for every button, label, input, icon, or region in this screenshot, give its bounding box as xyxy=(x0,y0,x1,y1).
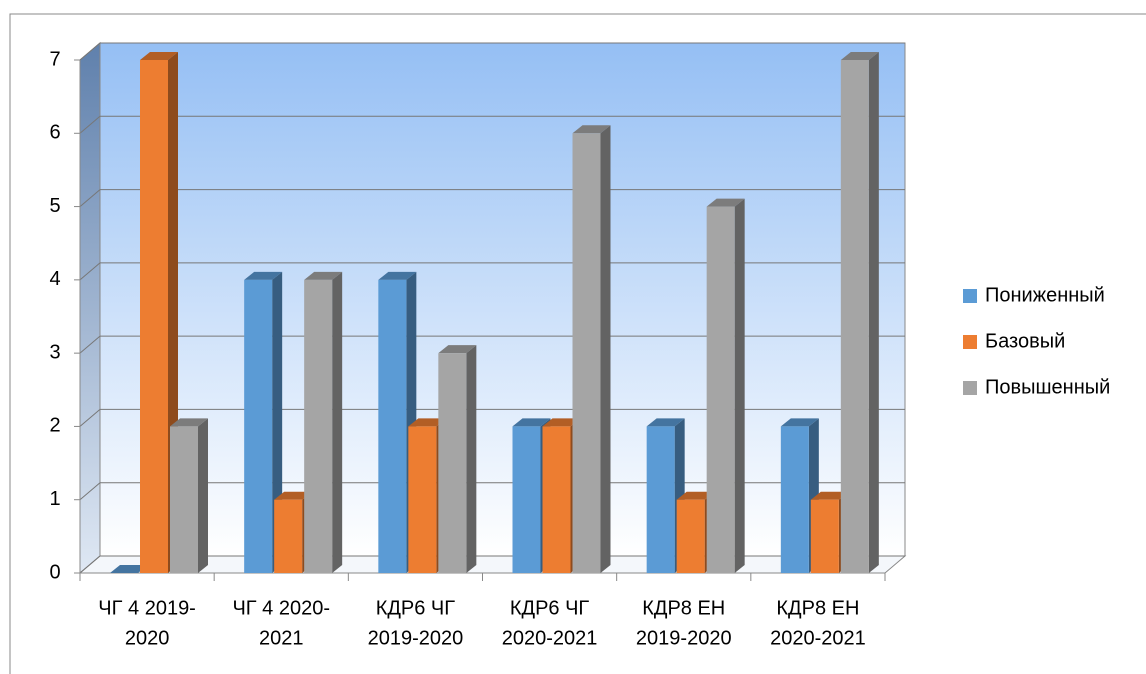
y-tick-label: 2 xyxy=(49,415,60,437)
y-tick-label: 5 xyxy=(49,195,60,217)
bar-top xyxy=(572,125,611,134)
y-tick-label: 6 xyxy=(49,122,60,144)
bar xyxy=(408,426,437,573)
x-tick-label: 2019-2020 xyxy=(636,627,732,649)
bar-top xyxy=(840,52,879,60)
grid-line xyxy=(79,409,101,427)
x-tick-label: ЧГ 4 2019- xyxy=(98,597,196,619)
x-tick-label: 2020-2021 xyxy=(502,627,598,649)
bar-top xyxy=(408,418,447,427)
bar xyxy=(542,426,571,573)
grid-line xyxy=(79,555,101,574)
bar-top xyxy=(140,52,178,60)
bar xyxy=(274,499,303,573)
bar xyxy=(810,499,839,573)
bar-top xyxy=(170,418,208,427)
bar-top xyxy=(810,491,849,500)
x-tick-label: КДР6 ЧГ xyxy=(376,597,456,619)
bar-top xyxy=(676,491,715,500)
x-tick-label: 2020-2021 xyxy=(770,627,866,649)
legend-swatch xyxy=(963,289,977,303)
bar-top xyxy=(274,491,313,500)
legend-label: Пониженный xyxy=(985,284,1105,306)
y-tick-label: 0 xyxy=(49,561,60,583)
bar-top xyxy=(542,418,581,427)
bar-side xyxy=(466,345,477,573)
bar xyxy=(438,353,467,573)
bar xyxy=(706,206,735,574)
x-tick-label: 2021 xyxy=(259,627,304,649)
bar xyxy=(304,279,333,573)
bar-top xyxy=(438,345,477,354)
x-tick-label: 2020 xyxy=(125,627,170,649)
legend-label: Повышенный xyxy=(985,376,1110,398)
bar-top xyxy=(378,271,417,280)
bar xyxy=(840,60,869,573)
bar xyxy=(676,499,705,573)
x-tick-label: КДР8 ЕН xyxy=(642,597,725,619)
bar-top xyxy=(110,565,148,573)
bar xyxy=(378,279,407,573)
bar-side xyxy=(198,418,208,573)
legend-swatch xyxy=(963,335,977,349)
bar xyxy=(244,279,273,573)
bar xyxy=(572,133,601,574)
y-tick-label: 7 xyxy=(49,48,60,70)
grid-line xyxy=(79,335,101,354)
side-wall xyxy=(79,41,101,575)
x-tick-label: ЧГ 4 2020- xyxy=(232,597,330,619)
bar xyxy=(780,426,809,573)
bar xyxy=(170,426,198,573)
bar-top xyxy=(244,271,283,280)
x-tick-label: КДР8 ЕН xyxy=(776,597,859,619)
y-tick-label: 1 xyxy=(49,488,60,510)
bar-side xyxy=(868,52,879,573)
bar-top xyxy=(646,418,685,427)
bar-side xyxy=(600,125,611,574)
bar-top xyxy=(512,418,551,427)
grid-line xyxy=(79,115,101,134)
back-wall xyxy=(99,42,906,557)
grid-line xyxy=(79,189,101,207)
grid-line xyxy=(79,42,101,61)
bar-side xyxy=(734,198,745,574)
grid-line xyxy=(79,482,101,501)
y-tick-label: 4 xyxy=(49,268,60,290)
bar xyxy=(646,426,675,573)
grid-line xyxy=(79,262,101,281)
bar-top xyxy=(304,271,343,280)
legend-swatch xyxy=(963,381,977,395)
x-tick-label: КДР6 ЧГ xyxy=(510,597,590,619)
bar-top xyxy=(780,418,819,427)
bar-side xyxy=(332,271,343,573)
bar-top xyxy=(706,198,745,207)
legend-label: Базовый xyxy=(985,330,1065,352)
x-tick-label: 2019-2020 xyxy=(368,627,464,649)
bar xyxy=(140,60,168,573)
bar xyxy=(512,426,541,573)
y-tick-label: 3 xyxy=(49,341,60,363)
